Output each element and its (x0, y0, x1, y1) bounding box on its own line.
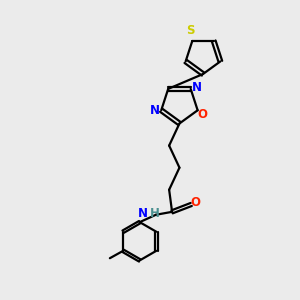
Text: O: O (197, 108, 207, 121)
Text: O: O (190, 196, 201, 209)
Text: N: N (138, 207, 148, 220)
Text: S: S (187, 25, 195, 38)
Text: N: N (150, 104, 160, 117)
Text: H: H (149, 207, 159, 220)
Text: N: N (192, 81, 202, 94)
